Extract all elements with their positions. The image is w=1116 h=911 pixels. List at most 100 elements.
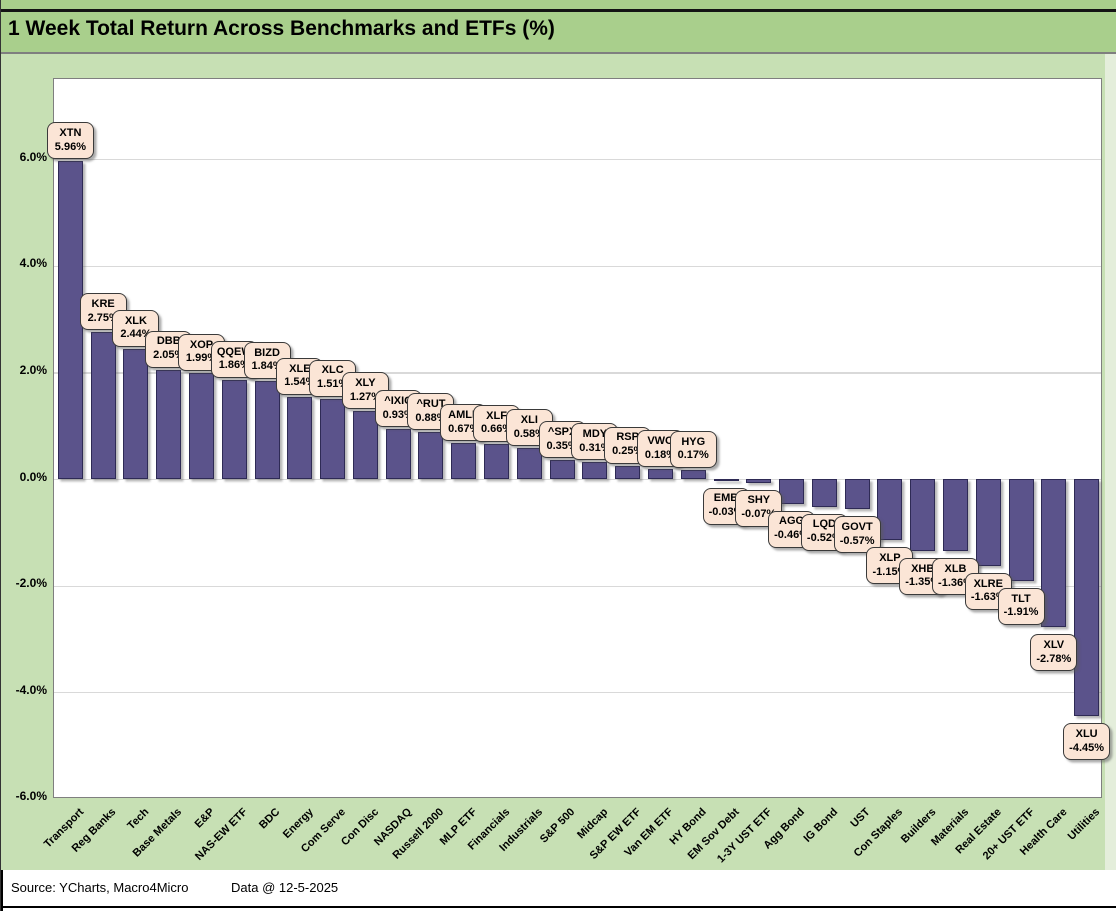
bar-LQD — [811, 479, 837, 507]
callout-ticker: XLC — [321, 364, 344, 377]
callout-value: -0.03% — [708, 506, 744, 519]
callout-value: -2.78% — [1036, 652, 1072, 665]
y-axis-tick-label: -6.0% — [15, 789, 47, 804]
bar-HYG — [680, 469, 706, 479]
plot-area: XTN 5.96% KRE 2.75% XLK 2.44% DBB 2.05% XOP 1.99%… — [46, 78, 1111, 798]
bar-XLI — [516, 448, 542, 479]
y-axis-tick-label: -2.0% — [15, 576, 47, 591]
page-title: 1 Week Total Return Across Benchmarks an… — [8, 17, 555, 40]
callout-ticker: XLV — [1043, 638, 1065, 651]
y-axis-tick-label: -4.0% — [15, 682, 47, 697]
callout-value: -1.35% — [905, 576, 941, 589]
callout-ticker: HYG — [681, 435, 706, 448]
callout-HYG: HYG 0.17% — [669, 430, 717, 468]
callout-XLU: XLU -4.45% — [1063, 723, 1111, 761]
callout-value: -0.52% — [806, 532, 842, 545]
bar-AGG — [779, 479, 805, 504]
callout-value: 0.25% — [612, 445, 644, 458]
x-axis-label-text: Utilities — [1065, 806, 1103, 843]
callout-value: -1.15% — [872, 565, 908, 578]
callout-value: 0.35% — [546, 439, 578, 452]
title-band-separator — [1, 52, 1116, 54]
callout-ticker: ^IXIC — [384, 395, 413, 408]
bar-AMLP — [451, 443, 477, 479]
callout-value: -4.45% — [1069, 741, 1105, 754]
callout-value: 0.67% — [448, 422, 480, 435]
callout-XLV: XLV -2.78% — [1030, 634, 1078, 672]
callout-ticker: XLE — [289, 362, 311, 375]
callout-value: 1.54% — [284, 376, 316, 389]
gridline-6pct — [54, 159, 1101, 161]
callout-value: 1.27% — [349, 390, 382, 403]
right-margin-strip — [1105, 54, 1116, 870]
bar-XTN — [57, 161, 83, 479]
callout-ticker: XLP — [879, 552, 901, 565]
bar-XLU — [1074, 479, 1100, 717]
callout-value: 1.86% — [218, 359, 250, 372]
bar-KRE — [90, 332, 116, 479]
callout-value: 5.96% — [54, 140, 86, 153]
callout-value: -0.57% — [839, 534, 875, 547]
bar-XLC — [320, 398, 346, 479]
callout-GOVT: GOVT -0.57% — [833, 516, 881, 554]
callout-ticker: LQD — [812, 518, 836, 531]
callout-ticker: QQEW — [216, 345, 252, 358]
bar-RSP — [615, 465, 641, 479]
callout-value: 0.88% — [415, 411, 447, 424]
callout-ticker: AGG — [779, 515, 805, 528]
callout-ticker: XHB — [911, 562, 935, 575]
bar-XLK — [123, 348, 149, 479]
callout-value: -1.91% — [1003, 606, 1039, 619]
callout-ticker: XLU — [1075, 727, 1098, 740]
y-axis-tick-label: 4.0% — [19, 256, 47, 271]
callout-ticker: XOP — [189, 338, 214, 351]
gridline-0pct — [54, 479, 1101, 481]
callout-value: 1.99% — [185, 352, 218, 365]
footer-band: Source: YCharts, Macro4Micro Data @ 12-5… — [1, 870, 1116, 911]
gridline--2pct — [54, 585, 1101, 587]
callout-ticker: AMLP — [448, 409, 480, 422]
callout-ticker: XLF — [486, 409, 507, 422]
callout-ticker: VWO — [647, 435, 674, 448]
footer-source: Source: YCharts, Macro4Micro — [11, 880, 189, 895]
bar-XOP — [189, 372, 215, 479]
callout-ticker: ^SPX — [547, 426, 577, 439]
bar-XLRE — [975, 479, 1001, 566]
callout-XTN: XTN 5.96% — [46, 122, 94, 160]
callout-ticker: TLT — [1011, 592, 1031, 605]
bar-^IXIC — [385, 429, 411, 479]
callout-ticker: ^RUT — [416, 397, 446, 410]
y-axis-tick-label: 2.0% — [19, 362, 47, 377]
x-axis-label-text: UST — [848, 806, 873, 831]
callout-value: 2.75% — [87, 311, 119, 324]
y-axis-tick-label: 0.0% — [19, 469, 47, 484]
callout-value: 1.51% — [317, 378, 349, 391]
callout-XLB: XLB -1.36% — [931, 558, 979, 596]
callout-ticker: XLY — [355, 377, 376, 390]
callout-value: 0.18% — [644, 448, 677, 461]
callout-ticker: XLB — [944, 563, 967, 576]
footer-date: Data @ 12-5-2025 — [231, 880, 339, 895]
callout-value: -0.07% — [741, 508, 777, 521]
callout-ticker: SHY — [747, 494, 771, 507]
callout-value: 2.05% — [153, 349, 185, 362]
bar-GOVT — [844, 479, 870, 510]
callout-ticker: BIZD — [254, 346, 280, 359]
bar-EMB — [713, 479, 739, 481]
bar-XLB — [942, 479, 968, 552]
bar-TLT — [1008, 479, 1034, 581]
callout-ticker: XLK — [124, 314, 147, 327]
callout-ticker: XLRE — [973, 577, 1003, 590]
callout-value: 0.66% — [480, 423, 513, 436]
callout-ticker: DBB — [156, 335, 181, 348]
x-axis-label-text: E&P — [192, 806, 218, 831]
callout-ticker: KRE — [91, 298, 115, 311]
callout-value: -1.63% — [970, 591, 1006, 604]
bar-MDY — [582, 462, 608, 479]
x-axis-label-text: S&P 500 — [538, 806, 578, 846]
bar-XLV — [1041, 479, 1067, 628]
bar-^RUT — [418, 432, 444, 479]
gridline-4pct — [54, 265, 1101, 267]
x-axis-label-text: IG Bond — [801, 806, 840, 845]
